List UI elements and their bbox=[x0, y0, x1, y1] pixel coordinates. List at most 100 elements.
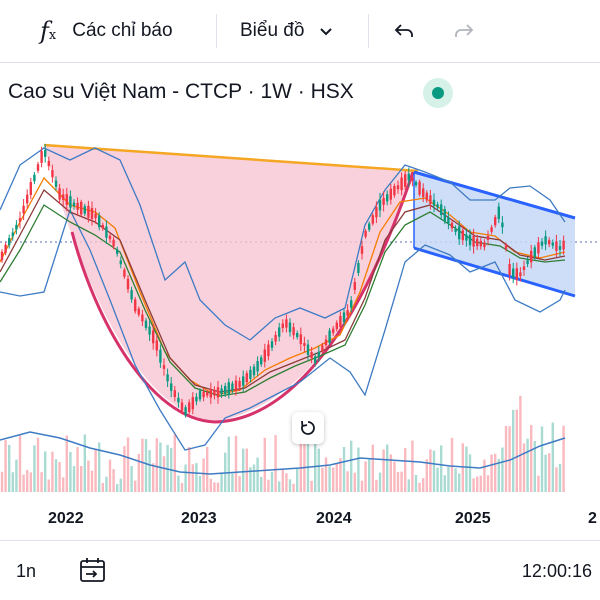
candle-body bbox=[62, 194, 65, 200]
candle-body bbox=[137, 308, 140, 315]
candle-body bbox=[105, 226, 108, 238]
cup-pattern bbox=[44, 145, 413, 422]
candle-body bbox=[288, 322, 292, 333]
volume-bar bbox=[76, 447, 79, 492]
candle-body bbox=[551, 242, 554, 246]
candle-body bbox=[209, 389, 212, 398]
interval-selector[interactable]: 1n bbox=[16, 561, 37, 581]
volume-bar bbox=[4, 440, 7, 492]
candle-body bbox=[540, 241, 544, 246]
volume-bar bbox=[425, 459, 428, 492]
candle-body bbox=[206, 392, 209, 396]
candle-body bbox=[162, 365, 166, 369]
descending-channel bbox=[414, 172, 575, 296]
candle-body bbox=[44, 149, 47, 157]
candle-body bbox=[562, 240, 565, 250]
volume-bar bbox=[314, 436, 317, 492]
volume-bar bbox=[285, 473, 288, 492]
price-chart[interactable] bbox=[0, 118, 600, 504]
candle-body bbox=[11, 232, 14, 237]
candle-body bbox=[278, 327, 281, 337]
volume-bar bbox=[494, 453, 497, 492]
volume-bar bbox=[191, 464, 194, 492]
time-tick: 2 bbox=[588, 510, 597, 527]
candle-body bbox=[303, 342, 306, 346]
candle-body bbox=[314, 356, 317, 364]
candle-body bbox=[306, 344, 310, 355]
channel-lower-line bbox=[413, 246, 576, 298]
candle-body bbox=[353, 282, 356, 290]
volume-bar bbox=[162, 456, 166, 492]
candle-body bbox=[173, 390, 176, 397]
candle-body bbox=[558, 246, 562, 250]
volume-bar bbox=[396, 472, 400, 492]
channel-upper-line bbox=[413, 170, 576, 220]
volume-bar bbox=[220, 472, 223, 492]
volume-bar bbox=[8, 444, 11, 492]
candle-body bbox=[116, 249, 119, 254]
candle-body bbox=[386, 194, 389, 202]
candle-body bbox=[15, 224, 18, 230]
volume-bar bbox=[33, 445, 36, 492]
candle-body bbox=[155, 340, 158, 351]
candle-body bbox=[454, 228, 457, 232]
candle-body bbox=[245, 373, 248, 383]
volume-bar bbox=[414, 474, 418, 492]
volume-bar bbox=[98, 442, 101, 492]
candle-body bbox=[242, 376, 245, 386]
candle-body bbox=[0, 251, 4, 261]
date-range-icon[interactable] bbox=[78, 555, 108, 585]
volume-bar bbox=[519, 395, 522, 492]
candle-body bbox=[108, 235, 112, 240]
volume-bar bbox=[382, 449, 385, 492]
volume-bar bbox=[342, 447, 346, 492]
volume-bar bbox=[180, 482, 184, 492]
candle-body bbox=[224, 385, 227, 394]
candle-body bbox=[227, 382, 230, 395]
volume-bar bbox=[126, 437, 130, 492]
candle-body bbox=[292, 327, 295, 336]
volume-bar bbox=[332, 467, 335, 492]
candle-body bbox=[29, 182, 32, 195]
chart-type-button[interactable]: Biểu đồ bbox=[240, 0, 334, 62]
candle-body bbox=[33, 174, 36, 182]
volume-bar bbox=[443, 475, 446, 492]
candle-body bbox=[461, 230, 464, 241]
undo-button[interactable] bbox=[392, 0, 416, 62]
symbol-title[interactable]: Cao su Việt Nam - CTCP · 1W · HSX bbox=[8, 80, 354, 103]
candle-body bbox=[83, 206, 86, 214]
volume-bar bbox=[303, 434, 306, 492]
time-axis[interactable]: 2022 2023 2024 2025 2 bbox=[0, 504, 600, 532]
candle-body bbox=[152, 330, 155, 344]
volume-bar bbox=[94, 449, 97, 492]
candle-body bbox=[350, 300, 353, 308]
volume-bar bbox=[36, 437, 40, 492]
time-tick: 2025 bbox=[455, 510, 491, 527]
volume-bar bbox=[479, 475, 482, 492]
toolbar-divider bbox=[216, 14, 217, 48]
volume-bar bbox=[537, 475, 540, 492]
candle-body bbox=[270, 341, 274, 348]
candle-body bbox=[76, 202, 79, 210]
volume-bar bbox=[551, 422, 554, 492]
candle-body bbox=[508, 264, 511, 275]
reset-chart-button[interactable] bbox=[292, 412, 324, 444]
redo-button[interactable] bbox=[452, 0, 476, 62]
candle-body bbox=[504, 245, 508, 250]
indicators-button[interactable]: fx Các chỉ báo bbox=[40, 0, 173, 62]
volume-bar bbox=[558, 463, 562, 492]
volume-bar bbox=[483, 459, 486, 492]
volume-bar bbox=[548, 453, 551, 492]
volume-average-line bbox=[0, 431, 566, 475]
candle-body bbox=[18, 218, 22, 222]
volume-bar bbox=[123, 446, 126, 492]
volume-bar bbox=[144, 439, 148, 492]
volume-bar bbox=[454, 468, 457, 492]
candle-body bbox=[324, 339, 328, 346]
chart-type-label: Biểu đồ bbox=[240, 20, 305, 41]
market-status[interactable] bbox=[423, 78, 453, 108]
candle-body bbox=[98, 215, 101, 228]
candle-body bbox=[69, 196, 72, 208]
candle-body bbox=[468, 234, 472, 246]
candle-body bbox=[22, 205, 25, 214]
